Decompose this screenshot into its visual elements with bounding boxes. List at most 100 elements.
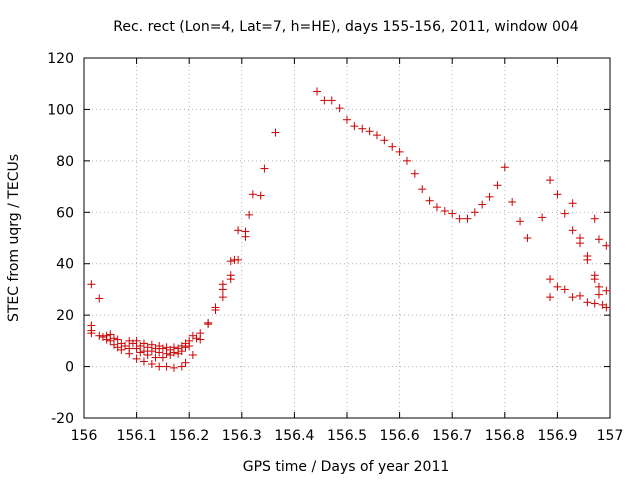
data-point [448,209,457,218]
data-point [388,142,397,151]
x-tick-label: 156.8 [485,428,525,444]
data-point [151,353,160,362]
data-point [241,227,250,236]
data-point [590,299,599,308]
data-point [155,348,164,357]
data-point [440,207,449,215]
y-tick-label: 120 [47,51,74,67]
data-point [455,214,464,223]
data-point [602,286,611,295]
y-tick-label: 80 [56,154,74,170]
data-point [185,342,194,350]
data-point [538,213,547,222]
data-point [568,199,577,208]
data-point [192,334,201,343]
data-point [95,294,104,303]
x-tick-label: 157 [597,428,624,444]
data-point [583,255,592,264]
data-point [121,342,130,350]
data-point [87,329,96,338]
data-point [568,226,577,235]
data-point [590,214,599,223]
data-point [350,122,359,131]
data-point [113,335,122,344]
data-point [155,362,164,371]
data-point [132,336,141,345]
data-point [463,214,472,223]
data-point [372,131,381,140]
data-point [553,190,562,199]
data-point [410,169,419,178]
data-point [139,347,148,356]
data-point [568,293,577,302]
data-point [234,226,243,235]
data-point [125,349,134,358]
x-axis-label: GPS time / Days of year 2011 [243,459,450,475]
data-point [158,353,167,362]
x-tick-label: 156.6 [380,428,420,444]
data-point [516,217,525,226]
x-tick-label: 156.7 [432,428,472,444]
y-tick-labels: -20 0 20 40 60 80 100 120 [47,51,74,427]
data-point [602,303,611,312]
data-point [327,96,336,105]
data-point [234,255,243,264]
chart-title: Rec. rect (Lon=4, Lat=7, h=HE), days 155… [113,19,579,35]
data-point [226,271,235,280]
data-point [87,280,96,289]
x-tick-label: 156.2 [169,428,209,444]
data-point [271,128,280,137]
data-point [169,363,178,372]
data-point [485,192,494,201]
data-point [95,331,104,340]
data-point [500,163,509,172]
data-point [395,147,404,156]
data-point [188,351,197,359]
data-point [169,348,178,357]
data-point [139,339,148,348]
data-point [493,181,502,190]
data-point [196,335,205,344]
data-point [177,362,186,371]
data-point [162,362,171,371]
data-point [470,208,479,217]
data-point [418,185,427,194]
data-point [402,156,411,165]
data-point [380,136,389,145]
data-point [576,239,585,248]
data-point [358,124,367,133]
data-point [576,291,585,300]
y-axis-label: STEC from uqrg / TECUs [6,154,22,322]
data-point [432,203,441,212]
data-point [132,354,141,363]
data-point [313,87,322,96]
data-point [523,234,532,242]
x-tick-label: 156.4 [274,428,314,444]
data-point [248,190,257,199]
data-point [320,96,329,105]
data-point [546,293,555,302]
data-point [594,235,603,244]
y-tick-label: 20 [56,308,74,324]
x-tick-labels: 156 156.1 156.2 156.3 156.4 156.5 156.6 156.7 15… [71,428,624,444]
data-point [136,348,145,357]
data-point [218,280,227,289]
y-tick-label: -20 [51,411,74,427]
data-point [335,104,344,113]
axis-ticks [83,57,611,419]
data-point [553,282,562,291]
y-tick-label: 60 [56,205,74,221]
data-point [143,351,152,359]
data-point [204,318,213,327]
data-point [478,200,487,209]
data-point [260,164,269,173]
data-point [560,209,569,218]
data-point [117,345,126,354]
y-tick-label: 100 [47,102,74,118]
y-tick-label: 40 [56,257,74,273]
data-point [181,358,190,367]
data-point [546,275,555,284]
data-point [139,357,148,366]
x-tick-label: 156.9 [537,428,577,444]
data-point [218,293,227,302]
